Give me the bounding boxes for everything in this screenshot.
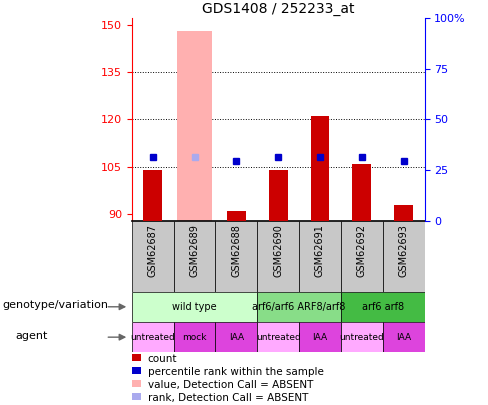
Bar — [215, 221, 257, 292]
Bar — [177, 31, 212, 221]
Bar — [299, 322, 341, 352]
Text: wild type: wild type — [172, 302, 217, 312]
Text: GSM62690: GSM62690 — [273, 224, 283, 277]
Bar — [341, 322, 383, 352]
Text: GSM62689: GSM62689 — [189, 224, 200, 277]
Bar — [132, 393, 142, 400]
Text: agent: agent — [16, 330, 48, 341]
Text: arf6 arf8: arf6 arf8 — [362, 302, 404, 312]
Text: genotype/variation: genotype/variation — [2, 300, 109, 310]
Bar — [394, 205, 413, 221]
Text: arf6/arf6 ARF8/arf8: arf6/arf6 ARF8/arf8 — [252, 302, 346, 312]
Title: GDS1408 / 252233_at: GDS1408 / 252233_at — [202, 2, 354, 16]
Text: untreated: untreated — [130, 333, 175, 342]
Bar — [132, 380, 142, 387]
Bar — [257, 221, 299, 292]
Bar — [299, 221, 341, 292]
Bar — [132, 367, 142, 374]
Bar — [341, 292, 425, 322]
Text: GSM62691: GSM62691 — [315, 224, 325, 277]
Text: IAA: IAA — [312, 333, 327, 342]
Bar — [257, 322, 299, 352]
Bar — [143, 170, 162, 221]
Bar — [174, 322, 215, 352]
Bar — [132, 354, 142, 361]
Text: value, Detection Call = ABSENT: value, Detection Call = ABSENT — [148, 380, 313, 390]
Text: IAA: IAA — [229, 333, 244, 342]
Text: GSM62693: GSM62693 — [399, 224, 408, 277]
Text: IAA: IAA — [396, 333, 411, 342]
Text: percentile rank within the sample: percentile rank within the sample — [148, 367, 324, 377]
Text: GSM62687: GSM62687 — [148, 224, 158, 277]
Text: untreated: untreated — [256, 333, 301, 342]
Text: mock: mock — [182, 333, 207, 342]
Bar — [383, 221, 425, 292]
Text: untreated: untreated — [340, 333, 384, 342]
Bar — [383, 322, 425, 352]
Bar — [310, 116, 329, 221]
Bar — [132, 221, 174, 292]
Bar — [257, 292, 341, 322]
Bar — [215, 322, 257, 352]
Bar — [352, 164, 371, 221]
Text: count: count — [148, 354, 177, 364]
Bar — [341, 221, 383, 292]
Text: rank, Detection Call = ABSENT: rank, Detection Call = ABSENT — [148, 393, 308, 403]
Bar — [269, 170, 287, 221]
Text: GSM62688: GSM62688 — [231, 224, 242, 277]
Bar — [227, 211, 246, 221]
Bar — [174, 221, 215, 292]
Text: GSM62692: GSM62692 — [357, 224, 367, 277]
Bar — [132, 322, 174, 352]
Bar — [132, 292, 257, 322]
